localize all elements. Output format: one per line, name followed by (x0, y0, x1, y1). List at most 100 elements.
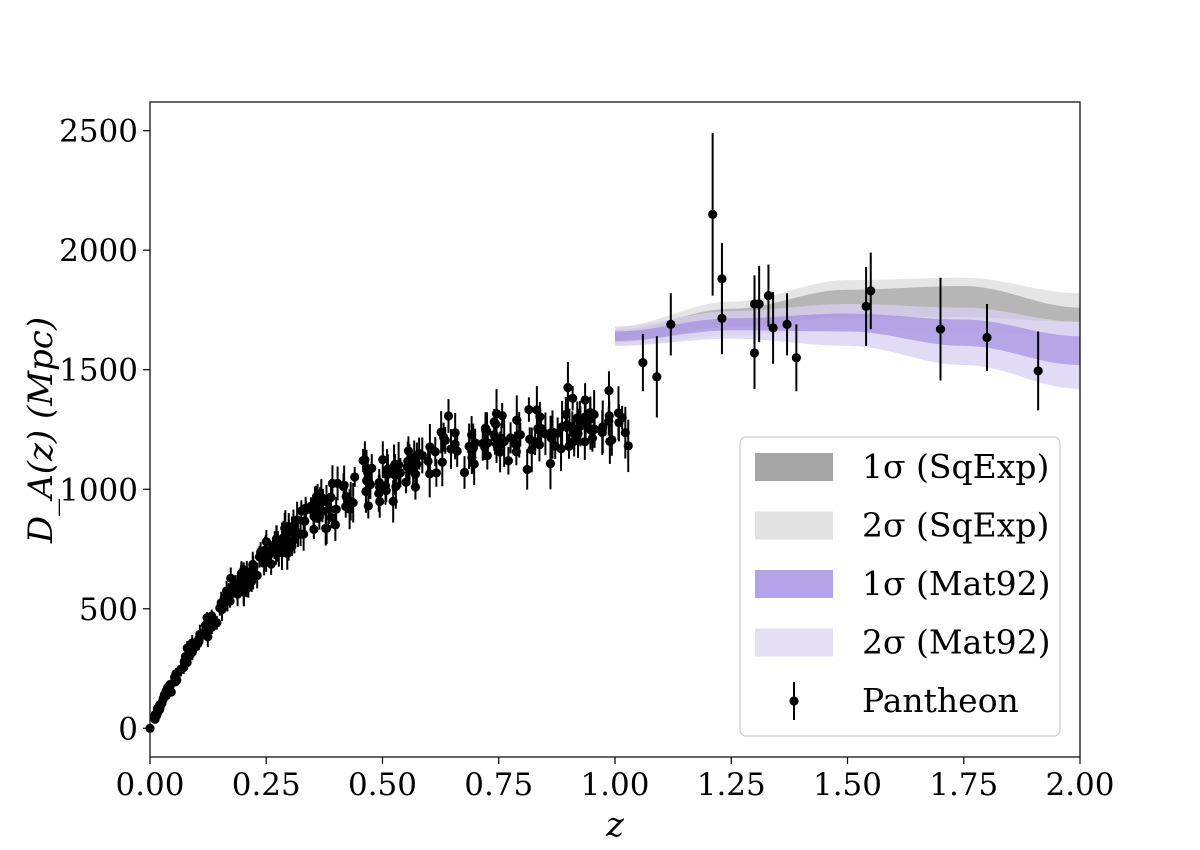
data-point (187, 643, 197, 661)
data-point (459, 456, 470, 489)
y-tick-label: 1000 (59, 472, 138, 508)
data-point (443, 399, 454, 433)
x-tick-label: 0.75 (464, 767, 533, 803)
data-point (572, 401, 582, 435)
legend-entry: 2σ (SqExp) (755, 506, 1049, 545)
data-point (248, 555, 258, 578)
data-point (165, 679, 175, 690)
data-point (515, 422, 525, 447)
legend: 1σ (SqExp) 2σ (SqExp) 1σ (Mat92) 2σ (Mat92)… (739, 436, 1061, 737)
confidence-bands (615, 277, 1080, 389)
x-tick-label: 1.25 (697, 767, 766, 803)
legend-marker (789, 696, 799, 706)
data-point (499, 416, 509, 467)
data-point (383, 454, 393, 484)
legend-entry: 2σ (Mat92) (755, 623, 1050, 662)
y-axis-ticks: 0 500 1000 1500 2000 2500 (59, 114, 150, 747)
data-point (326, 478, 336, 516)
legend-label: 2σ (Mat92) (862, 623, 1050, 662)
data-point (717, 282, 727, 355)
data-point (749, 317, 760, 389)
data-point (982, 303, 992, 371)
y-tick-label: 1500 (59, 353, 138, 389)
data-point (545, 437, 556, 490)
legend-label: 2σ (SqExp) (862, 506, 1049, 545)
data-point (284, 519, 294, 545)
data-point (338, 473, 349, 500)
data-point (322, 512, 332, 545)
data-point (270, 531, 280, 558)
legend-swatch (755, 628, 833, 657)
data-point (666, 293, 676, 356)
data-point (208, 611, 218, 632)
data-point (754, 265, 764, 343)
data-point (301, 500, 311, 520)
data-point (613, 386, 624, 440)
data-point (367, 454, 377, 483)
y-axis-label: D_A(z) (Mpc) (21, 317, 61, 544)
data-point (568, 386, 578, 411)
x-axis-label: z (605, 805, 625, 845)
data-point (425, 424, 435, 470)
data-point (1033, 331, 1043, 411)
legend-label: Pantheon (862, 681, 1019, 720)
y-tick-label: 2500 (59, 114, 138, 150)
data-point (580, 383, 590, 417)
legend-swatch (755, 570, 833, 598)
data-point (547, 410, 558, 459)
data-point (232, 580, 242, 600)
data-point (263, 540, 273, 562)
legend-swatch (755, 511, 833, 540)
data-point (317, 500, 327, 523)
data-point (362, 470, 372, 491)
x-tick-label: 0.50 (348, 767, 417, 803)
data-point (380, 466, 391, 505)
data-point (652, 336, 662, 418)
data-point (215, 600, 225, 616)
data-point (437, 437, 447, 487)
x-tick-label: 2.00 (1045, 767, 1114, 803)
x-tick-label: 1.50 (813, 767, 882, 803)
data-point (491, 425, 502, 463)
data-point (450, 413, 460, 453)
data-point (331, 497, 341, 522)
x-tick-label: 1.75 (929, 767, 998, 803)
data-point (346, 481, 356, 521)
data-point (403, 441, 413, 482)
data-point (597, 410, 607, 455)
data-point (607, 423, 617, 456)
legend-swatch (755, 453, 833, 481)
legend-entry: 1σ (SqExp) (755, 447, 1049, 486)
legend-label: 1σ (SqExp) (862, 447, 1049, 486)
data-point (935, 277, 946, 381)
data-point (525, 427, 535, 452)
data-point (158, 693, 168, 703)
data-point (391, 464, 401, 509)
legend-entry: 1σ (Mat92) (755, 564, 1050, 603)
y-tick-label: 0 (118, 711, 138, 747)
data-point (408, 457, 418, 485)
data-point (446, 429, 456, 470)
data-point (585, 409, 596, 450)
data-point (768, 292, 778, 364)
data-point (482, 441, 492, 470)
data-point (375, 485, 385, 518)
data-point (533, 409, 543, 448)
data-point (522, 449, 532, 490)
data-point (350, 467, 360, 488)
x-tick-label: 0.00 (115, 767, 184, 803)
pantheon-points (145, 133, 1043, 733)
data-point (567, 411, 577, 445)
x-axis-ticks: 0.00 0.25 0.50 0.75 1.00 1.25 1.50 1.75 2.00 (115, 757, 1115, 803)
x-tick-label: 1.00 (580, 767, 649, 803)
data-point (171, 668, 181, 680)
data-point (152, 704, 163, 714)
data-point (861, 266, 871, 346)
data-point (708, 133, 718, 296)
data-point (620, 406, 630, 459)
data-point (563, 362, 573, 414)
data-point (467, 437, 477, 466)
data-point (782, 293, 792, 356)
data-point (163, 686, 174, 697)
